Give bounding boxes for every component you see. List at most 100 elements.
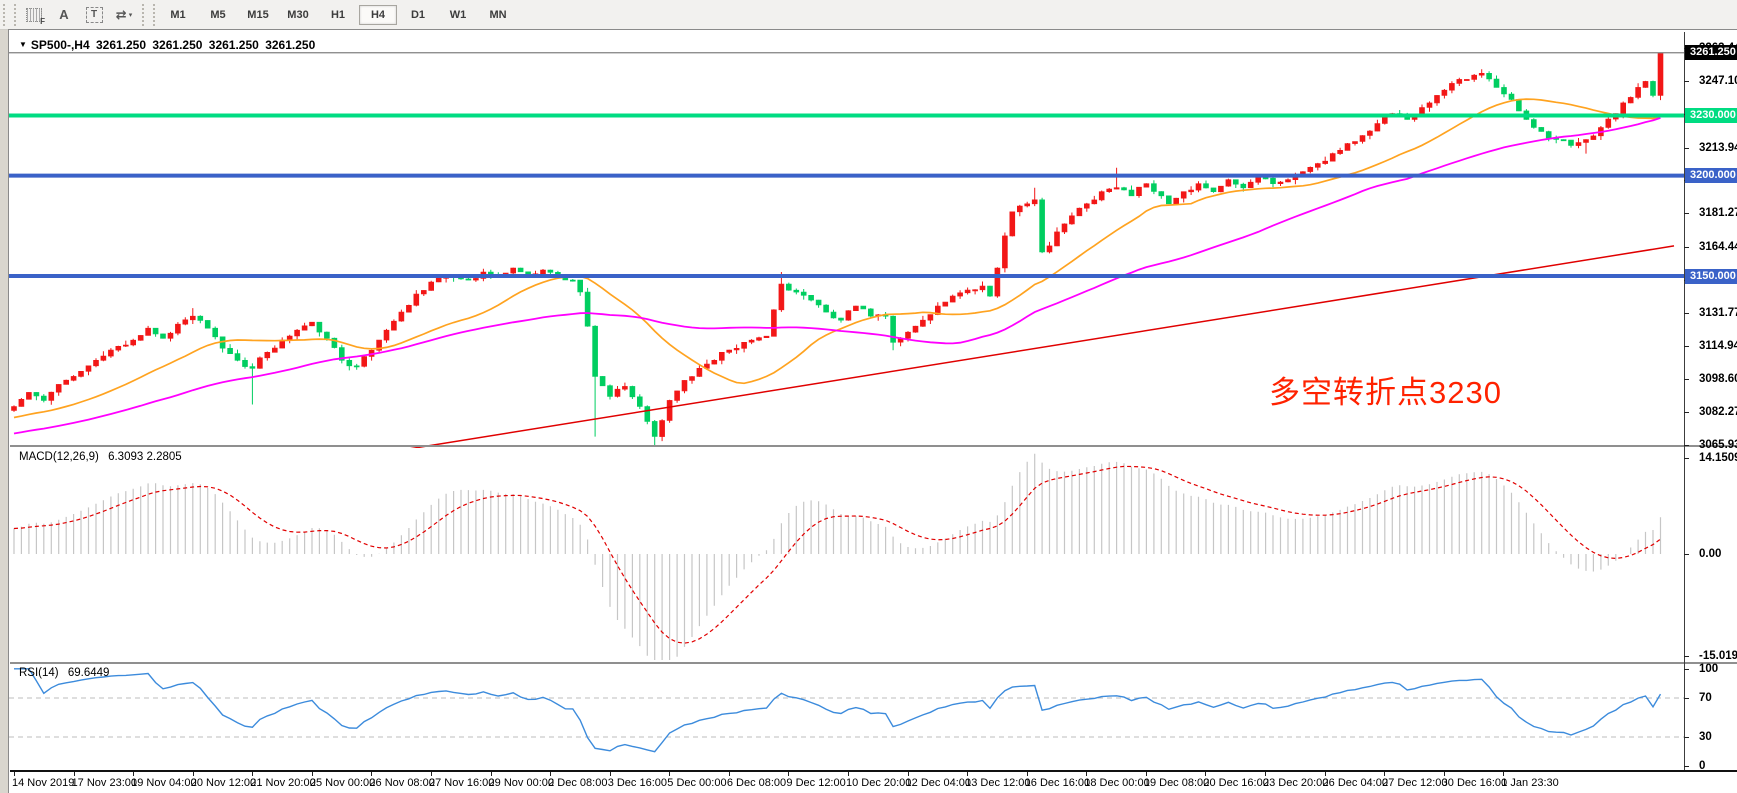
price-tick-mark [1684,247,1689,249]
time-tick-mark [311,772,313,776]
chart-window: ▼ SP500-,H4 3261.250 3261.250 3261.250 32… [8,29,1737,793]
ohlc-open: 3261.250 [95,38,147,52]
toolbar: F A T ⇄ ▾ M1 M5 M15 M30 H1 H4 D1 W1 MN [0,0,1737,30]
rsi-name: RSI(14) [19,667,59,679]
time-tick-mark [847,772,849,776]
rsi-tick-label: 100 [1699,662,1719,675]
symbol-collapse-caret-icon[interactable]: ▼ [19,40,27,49]
macd-tick-label: 14.1509 [1699,451,1737,464]
time-tick-mark [430,772,432,776]
ohlc-low: 3261.250 [208,38,259,52]
timeframe-button-H1[interactable]: H1 [330,8,346,21]
macd-value-signal: 2.2805 [146,451,182,463]
panel-separator[interactable] [10,662,1737,664]
timeframe-button-D1[interactable]: D1 [410,8,426,21]
price-tick-mark [1684,444,1689,446]
price-tick-label: 3065.935 [1699,438,1737,451]
rsi-tick-mark [1684,698,1689,699]
time-label: 19 Nov 04:00 [131,777,197,789]
macd-tick-mark [1684,553,1689,555]
rsi-tick-mark [1684,766,1689,768]
macd-panel-svg[interactable] [9,449,1684,661]
time-label: 26 Dec 04:00 [1322,777,1388,789]
time-label: 14 Nov 2019 [12,777,75,789]
price-tick-label: 3181.270 [1699,207,1737,220]
time-tick-mark [907,772,909,776]
rsi-tick-label: 30 [1699,730,1712,743]
price-tick-mark [1684,213,1689,215]
macd-tick-mark [1684,656,1689,657]
rsi-tick-mark [1684,668,1689,670]
panel-separator[interactable] [10,445,1737,447]
rsi-value: 69.6449 [67,667,110,679]
time-tick-mark [788,772,790,776]
time-label: 12 Dec 04:00 [905,777,971,789]
main-chart-svg[interactable] [9,32,1684,448]
time-label: 1 Jan 23:30 [1501,777,1559,789]
price-level-badge: 3200.000 [1685,168,1737,184]
time-tick-mark [1324,772,1326,776]
toolbar-grip[interactable] [3,3,16,26]
price-tick-label: 3131.770 [1699,306,1737,319]
time-tick-mark [1145,772,1147,776]
macd-indicator-label: MACD(12,26,9) 6.3093 2.2805 [19,451,182,463]
bid-price-badge: 3261.250 [1685,45,1737,61]
timeframe-button-M5[interactable]: M5 [210,8,226,21]
chart-grid-f-icon[interactable]: F [22,4,46,26]
dropdown-caret-icon[interactable]: ▾ [128,11,133,19]
timeframe-button-M15[interactable]: M15 [247,8,269,21]
timeframe-toolbar-grip[interactable] [142,3,155,26]
rsi-tick-label: 70 [1699,692,1712,704]
symbol-label: SP500-,H4 [30,38,90,52]
price-tick-mark [1684,411,1689,413]
time-label: 23 Dec 20:00 [1262,777,1329,789]
time-label: 17 Nov 23:00 [71,777,137,789]
time-label: 10 Dec 20:00 [845,777,912,789]
time-tick-mark [1205,772,1207,776]
time-tick-mark [1443,772,1445,776]
time-label: 29 Nov 00:00 [488,777,554,789]
price-tick-label: 3247.105 [1699,75,1737,88]
arrange-arrows-icon[interactable]: ⇄ ▾ [115,6,133,22]
time-label: 13 Dec 12:00 [965,777,1031,789]
time-label: 30 Dec 16:00 [1441,777,1508,789]
time-label: 18 Dec 00:00 [1084,777,1150,789]
price-tick-mark [1684,346,1689,348]
timeframe-button-H4[interactable]: H4 [359,4,397,25]
time-tick-mark [1503,772,1505,776]
price-tick-mark [1684,312,1689,314]
time-label: 6 Dec 08:00 [726,777,787,789]
rsi-tick-mark [1684,736,1689,738]
timeframe-button-W1[interactable]: W1 [449,8,467,21]
macd-tick-label: 0.00 [1699,547,1722,560]
time-label: 27 Nov 16:00 [428,777,495,789]
timeframe-button-M30[interactable]: M30 [287,8,309,21]
macd-value-main: 6.3093 [108,451,144,463]
time-tick-mark [1384,772,1386,776]
time-label: 20 Nov 12:00 [190,777,257,789]
letter-a-icon[interactable]: A [59,7,69,22]
price-tick-mark [1684,81,1689,83]
rsi-panel-svg[interactable] [9,665,1684,769]
time-tick-mark [550,772,552,776]
chart-annotation[interactable]: 多空转折点3230 [1269,375,1502,410]
price-tick-mark [1684,379,1689,381]
time-tick-mark [1026,772,1028,776]
timeframe-button-MN[interactable]: MN [489,8,507,21]
price-tick-label: 3164.440 [1699,241,1737,254]
time-tick-mark [967,772,969,776]
macd-name: MACD(12,26,9) [19,451,99,463]
ohlc-close: 3261.250 [265,38,316,52]
time-tick-mark [609,772,611,776]
rsi-tick-label: 0 [1699,760,1706,773]
time-label: 19 Dec 08:00 [1143,777,1210,789]
macd-tick-mark [1684,457,1689,459]
price-tick-label: 3114.940 [1699,340,1737,353]
timeframe-button-M1[interactable]: M1 [170,8,186,21]
text-tool-icon[interactable]: T [82,4,106,26]
time-label: 27 Dec 12:00 [1382,777,1448,789]
time-tick-mark [669,772,671,776]
time-tick-mark [73,772,75,776]
time-label: 9 Dec 12:00 [786,777,846,789]
